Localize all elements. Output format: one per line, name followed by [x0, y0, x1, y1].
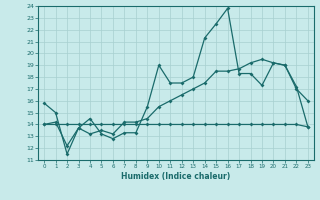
X-axis label: Humidex (Indice chaleur): Humidex (Indice chaleur)	[121, 172, 231, 181]
